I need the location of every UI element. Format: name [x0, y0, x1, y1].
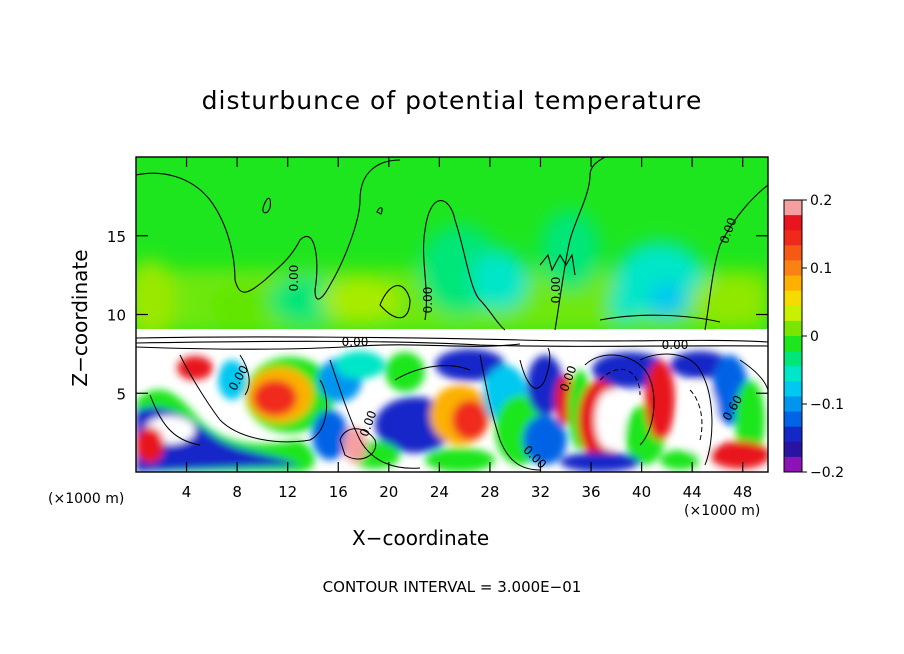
contour-lines [136, 157, 768, 350]
colorbar-swatch [784, 426, 802, 443]
colorbar-swatch [784, 381, 802, 397]
colorbar: 0.2 0.1 0 −0.1 −0.2 [783, 193, 844, 481]
colorbar-tick-label: 0.1 [810, 261, 832, 277]
x-tick-label: 28 [480, 483, 499, 501]
colorbar-swatch [784, 275, 802, 292]
colorbar-swatch [784, 290, 802, 307]
y-tick-label: 5 [116, 385, 126, 403]
colorbar-tick-label: 0.2 [810, 193, 832, 209]
colorbar-swatch [784, 336, 802, 352]
x-tick-label: 16 [329, 483, 348, 501]
colorbar-tick-label: 0 [810, 329, 819, 345]
contour-interval-note: CONTOUR INTERVAL = 3.000E−01 [322, 578, 582, 596]
x-tick-label: 20 [379, 483, 398, 501]
x-axis: 4 8 12 16 20 24 28 32 36 40 44 48 [182, 157, 752, 501]
colorbar-swatch [784, 215, 802, 231]
colorbar-tick-label: −0.1 [810, 397, 844, 413]
x-tick-label: 12 [278, 483, 297, 501]
y-tick-label: 15 [107, 228, 126, 246]
x-tick-label: 4 [182, 483, 192, 501]
chart-title: disturbunce of potential temperature [201, 86, 703, 115]
colorbar-swatch [784, 366, 802, 382]
x-unit-label-right: (×1000 m) [684, 503, 761, 519]
contour-label: 0.00 [421, 287, 435, 314]
y-axis: 5 10 15 [107, 228, 768, 403]
x-unit-label-left: (×1000 m) [48, 491, 125, 507]
x-tick-label: 8 [232, 483, 242, 501]
contour-label: 0.00 [287, 265, 301, 292]
x-tick-label: 24 [430, 483, 449, 501]
x-tick-label: 44 [683, 483, 702, 501]
x-tick-label: 40 [632, 483, 651, 501]
upper-field [136, 157, 768, 329]
colorbar-swatch [784, 230, 802, 246]
contour-label: 0.00 [549, 277, 563, 304]
lower-field [136, 345, 768, 472]
colorbar-swatch [784, 305, 802, 322]
x-tick-label: 48 [733, 483, 752, 501]
colorbar-swatch [784, 260, 802, 277]
contour-lines-lower [149, 347, 768, 471]
contour-label: 0.00 [662, 338, 689, 352]
colorbar-swatch [784, 320, 802, 337]
colorbar-swatch [784, 200, 802, 216]
x-axis-title: X−coordinate [352, 526, 490, 550]
colorbar-swatch [784, 456, 802, 473]
x-tick-label: 32 [531, 483, 550, 501]
colorbar-tick-label: −0.2 [810, 465, 844, 481]
y-tick-label: 10 [107, 307, 126, 325]
colorbar-swatch [784, 245, 802, 261]
colorbar-swatch [784, 441, 802, 458]
colorbar-swatch [784, 396, 802, 413]
colorbar-swatch [784, 351, 802, 367]
contour-label: 0.00 [342, 335, 369, 349]
x-tick-label: 36 [581, 483, 600, 501]
colorbar-swatch [784, 411, 802, 428]
